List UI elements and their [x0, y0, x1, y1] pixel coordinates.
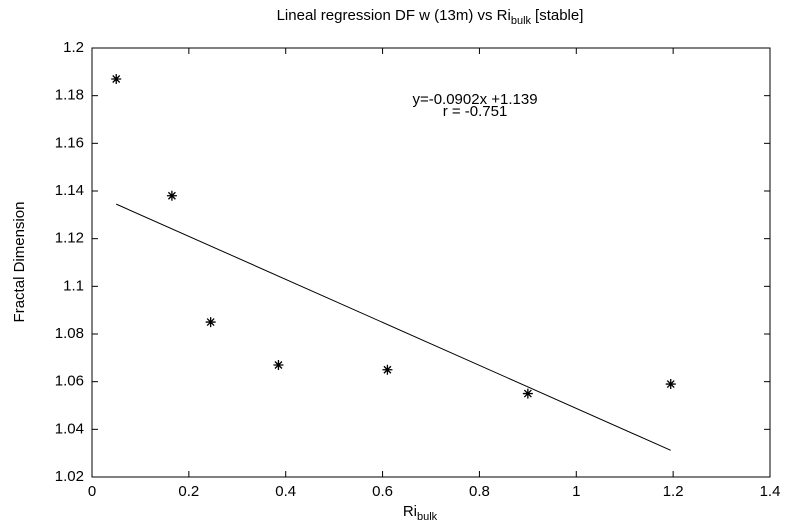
x-tick-label: 1.4: [760, 483, 781, 500]
data-point: [665, 379, 676, 390]
y-tick-label: 1.2: [63, 39, 84, 56]
regression-line: [116, 203, 671, 451]
annotation: y=-0.0902x +1.139: [412, 91, 537, 108]
y-tick-label: 1.04: [55, 420, 84, 437]
data-point: [273, 359, 284, 370]
x-tick-label: 0.2: [178, 483, 199, 500]
title-subscript: bulk: [511, 15, 532, 27]
title-suffix: [stable]: [535, 7, 583, 24]
data-point: [382, 364, 393, 375]
y-tick-label: 1.14: [55, 182, 84, 199]
y-tick-label: 1.08: [55, 325, 84, 342]
data-point: [205, 317, 216, 328]
y-tick-label: 1.1: [63, 277, 84, 294]
x-tick-label: 0.4: [275, 483, 296, 500]
y-tick-label: 1.12: [55, 230, 84, 247]
y-axis-label: Fractal Dimension: [11, 202, 28, 323]
plot-frame: [91, 47, 771, 478]
y-tick-label: 1.16: [55, 134, 84, 151]
x-label-main: Ri: [403, 503, 417, 520]
data-point: [522, 388, 533, 399]
x-label-subscript: bulk: [417, 511, 438, 523]
x-tick-label: 1.2: [663, 483, 684, 500]
y-tick-label: 1.06: [55, 373, 84, 390]
x-axis-label: Ribulk: [403, 503, 438, 523]
chart-title: Lineal regression DF w (13m) vs Ribulk [s…: [277, 7, 584, 27]
x-tick-label: 0.6: [372, 483, 393, 500]
annotation: r = -0.751: [443, 103, 508, 120]
title-main: Lineal regression DF w (13m) vs Ri: [277, 7, 511, 24]
y-tick-label: 1.18: [55, 87, 84, 104]
data-point: [166, 190, 177, 201]
y-tick-label: 1.02: [55, 468, 84, 485]
x-tick-label: 0.8: [469, 483, 490, 500]
x-tick-label: 1: [572, 483, 580, 500]
x-tick-label: 0: [88, 483, 96, 500]
data-point: [111, 73, 122, 84]
